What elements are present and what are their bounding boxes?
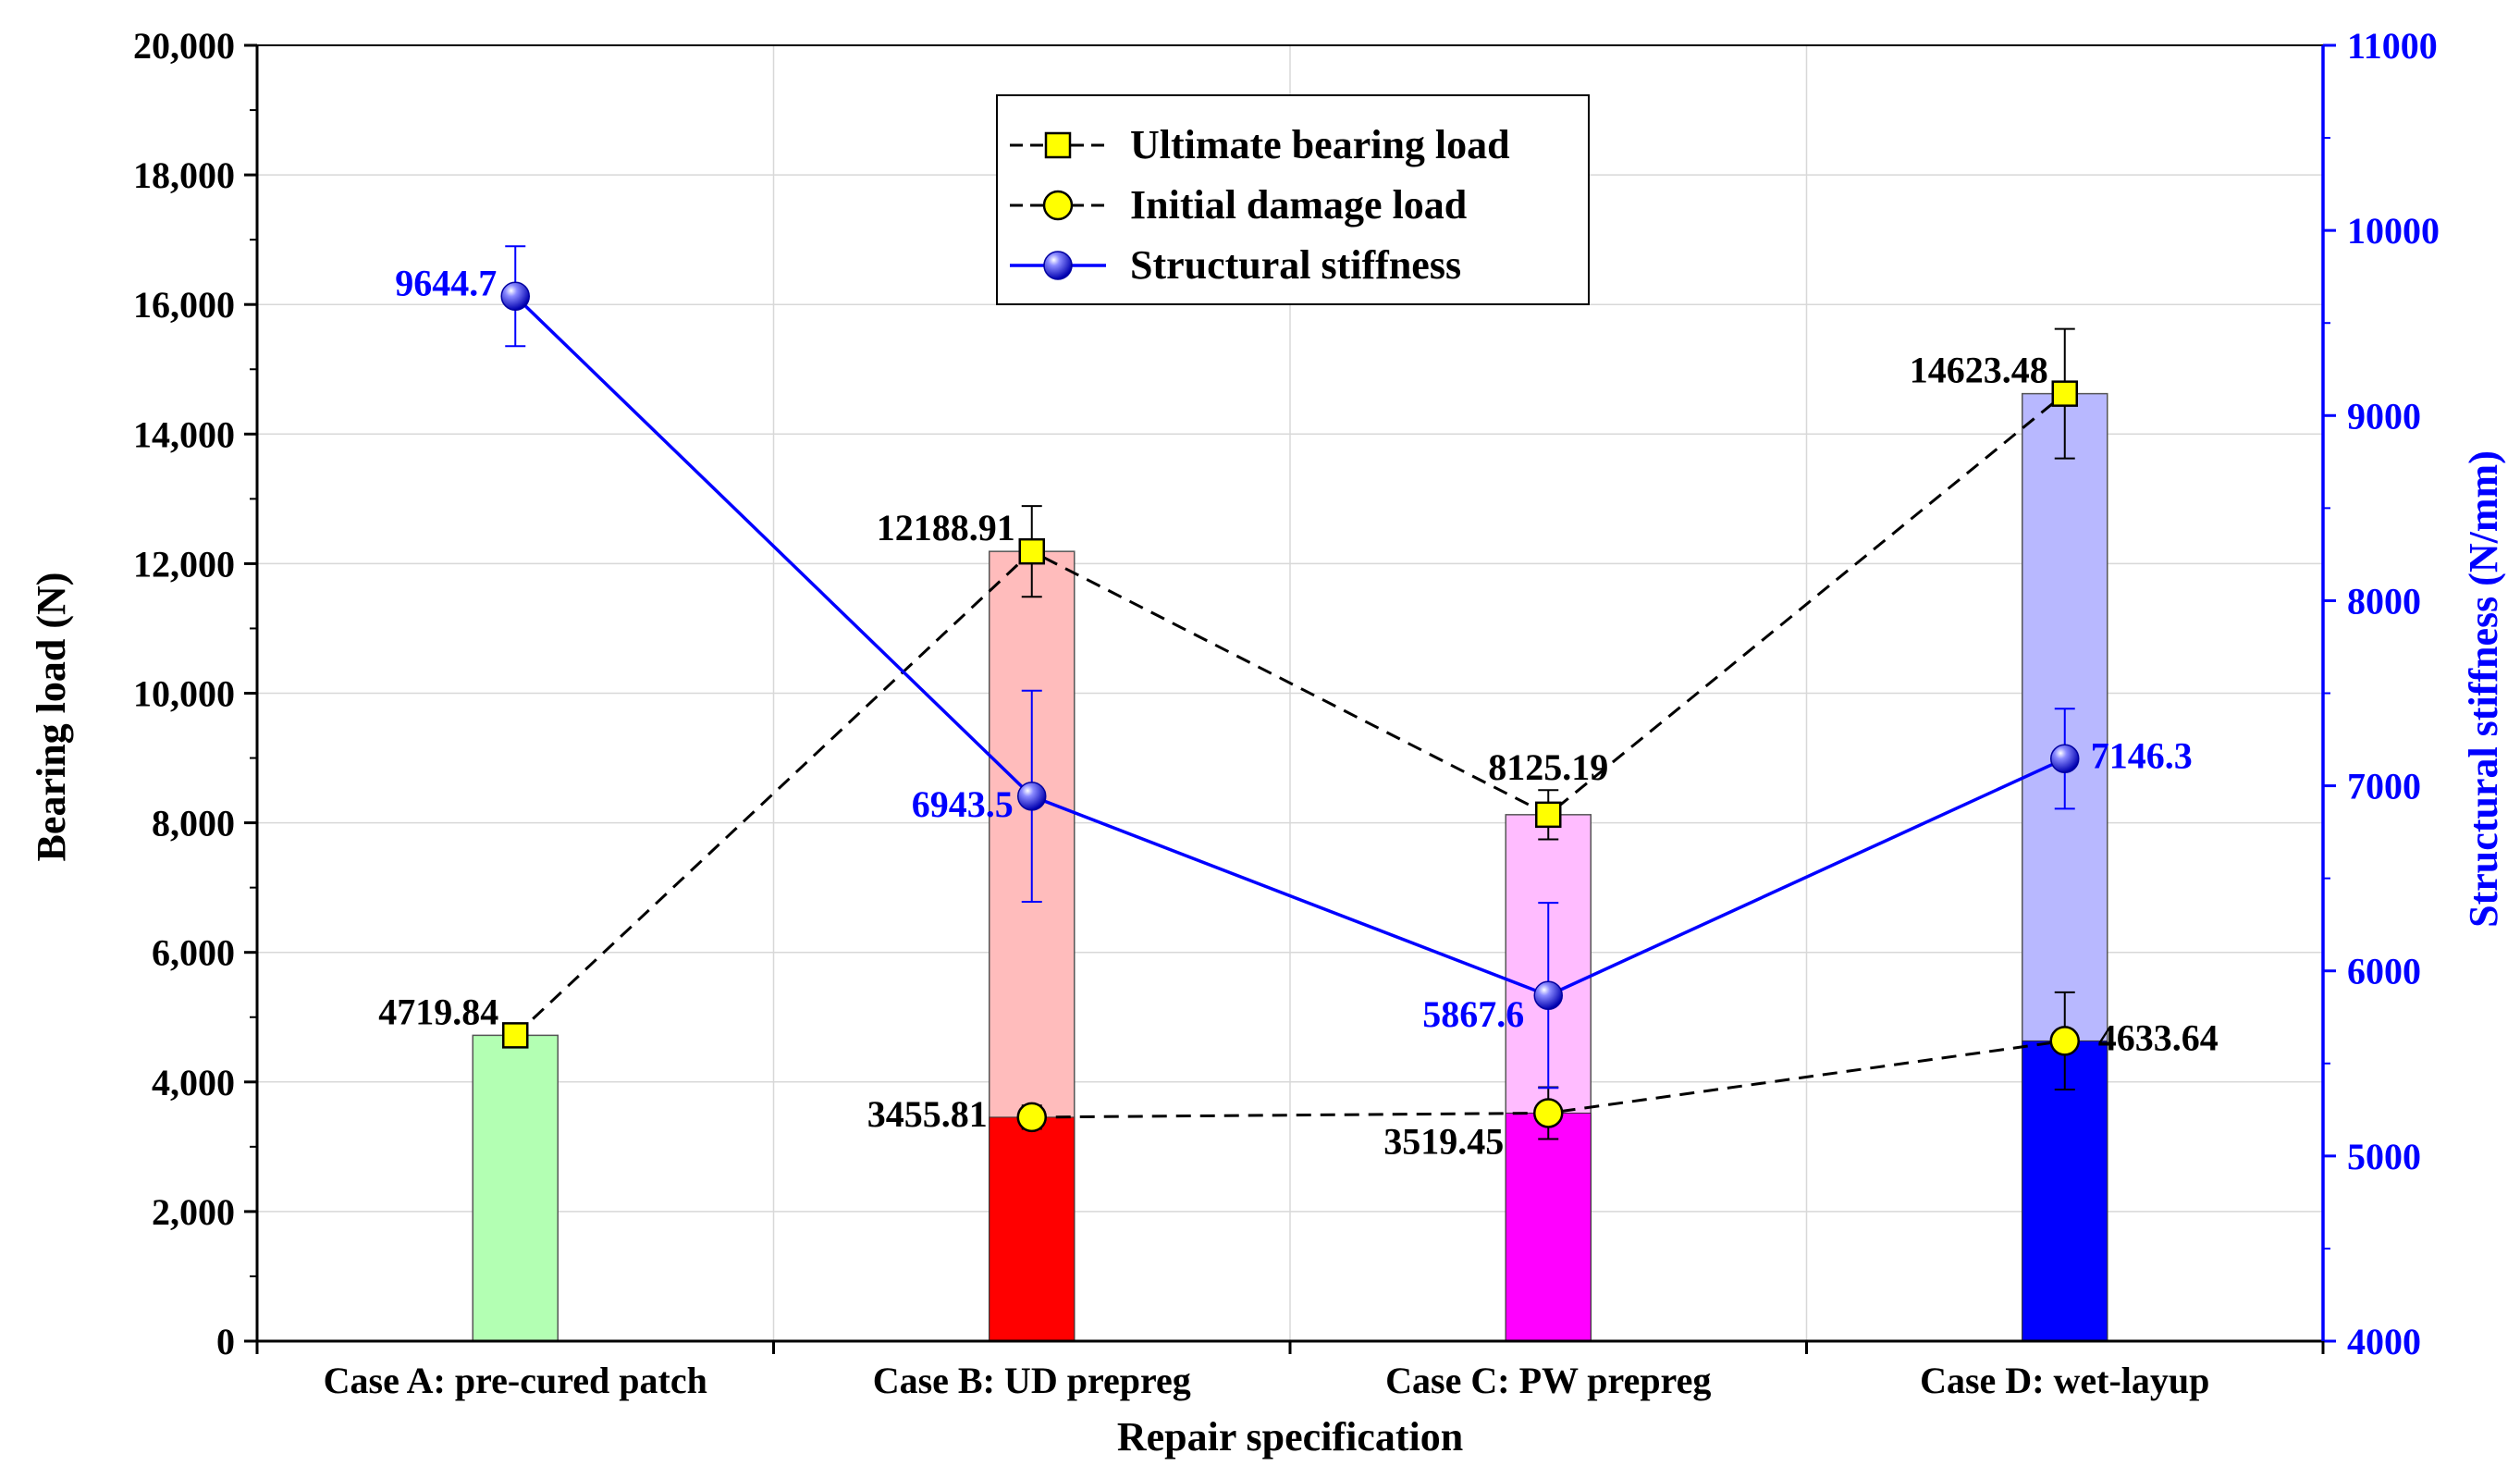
legend-label-initial: Initial damage load [1130,182,1467,228]
marker-square [502,1022,529,1049]
y2-tick-label: 5000 [2347,1136,2421,1177]
marker-sphere [1533,980,1563,1010]
y2-tick-label: 8000 [2347,580,2421,622]
marker-circle [1016,1102,1047,1133]
y-tick-label: 2,000 [152,1191,235,1233]
data-labels: 4719.84 12188.91 8125.19 14623.48 3455.81 351… [378,262,2219,1162]
marker-circle [1533,1098,1564,1128]
data-label-initial: 3455.81 [867,1093,988,1135]
data-label-initial: 4633.64 [2098,1016,2219,1058]
x-tick-label: Case C: PW prepreg [1385,1360,1711,1401]
y-tick-label: 10,000 [133,673,235,715]
series-line-sphere [514,294,2066,998]
y2-tick-label: 4000 [2347,1321,2421,1362]
y2-tick-label: 7000 [2347,766,2421,807]
data-label-ultimate: 14623.48 [1910,350,2048,391]
legend-box [996,94,1590,305]
legend-label-stiffness: Structural stiffness [1130,242,1461,288]
series [500,245,2080,1140]
legend-sphere-marker [1043,251,1073,280]
marker-sphere [2050,744,2080,774]
data-label-ultimate: 8125.19 [1488,746,1608,788]
marker-square [2051,380,2078,407]
legend-entry-stiffness: Structural stiffness [1010,242,1461,288]
x-tick-label: Case A: pre-cured patch [324,1360,707,1401]
legend-entry-initial: Initial damage load [1010,182,1467,228]
marker-square [1018,537,1045,565]
legend-entry-ultimate: Ultimate bearing load [1010,122,1510,167]
data-label-ultimate: 12188.91 [877,507,1015,548]
data-label-stiffness: 9644.7 [395,262,497,303]
bar-ultimate-load [472,1034,559,1342]
y-tick-label: 4,000 [152,1062,235,1103]
y-tick-label: 18,000 [133,154,235,196]
y2-tick-label: 9000 [2347,395,2421,437]
y2-tick-label: 6000 [2347,951,2421,992]
legend-label-ultimate: Ultimate bearing load [1130,122,1510,167]
axes: 0 2,000 4,000 6,000 8,000 10,000 12,000 14,000 1… [133,25,2440,1401]
y2-tick-label: 11000 [2347,25,2438,67]
x-tick-label: Case D: wet-layup [1920,1360,2209,1401]
y2-tick-label: 10000 [2347,210,2440,252]
y-tick-label: 0 [216,1321,235,1362]
data-label-stiffness: 5867.6 [1422,993,1524,1035]
data-label-stiffness: 6943.5 [912,783,1014,825]
series-line-square [514,392,2066,1037]
y-tick-label: 14,000 [133,413,235,455]
bar-initial-damage-load [989,1116,1076,1342]
bar-initial-damage-load [1505,1112,1592,1342]
legend-circle-marker [1042,190,1074,221]
y-tick-label: 12,000 [133,543,235,585]
legend-square-marker [1044,131,1072,159]
data-label-stiffness: 7146.3 [2091,734,2193,776]
marker-sphere [500,281,530,312]
y-tick-label: 20,000 [133,25,235,67]
y-tick-label: 6,000 [152,932,235,974]
y-tick-label: 16,000 [133,284,235,326]
bar-initial-damage-load [2022,1040,2108,1342]
legend: Ultimate bearing load Initial damage loa… [996,94,1590,305]
marker-circle [2049,1026,2080,1056]
data-label-initial: 3519.45 [1383,1120,1504,1162]
x-axis-title: Repair specification [1117,1414,1463,1460]
y-tick-label: 8,000 [152,803,235,844]
data-label-ultimate: 4719.84 [378,991,498,1032]
y-axis-title: Bearing load (N) [29,573,74,862]
marker-square [1535,801,1562,829]
y2-axis-title: Structural stiffness (N/mm) [2461,450,2506,928]
marker-sphere [1017,782,1047,811]
x-tick-label: Case B: UD prepreg [873,1360,1191,1401]
